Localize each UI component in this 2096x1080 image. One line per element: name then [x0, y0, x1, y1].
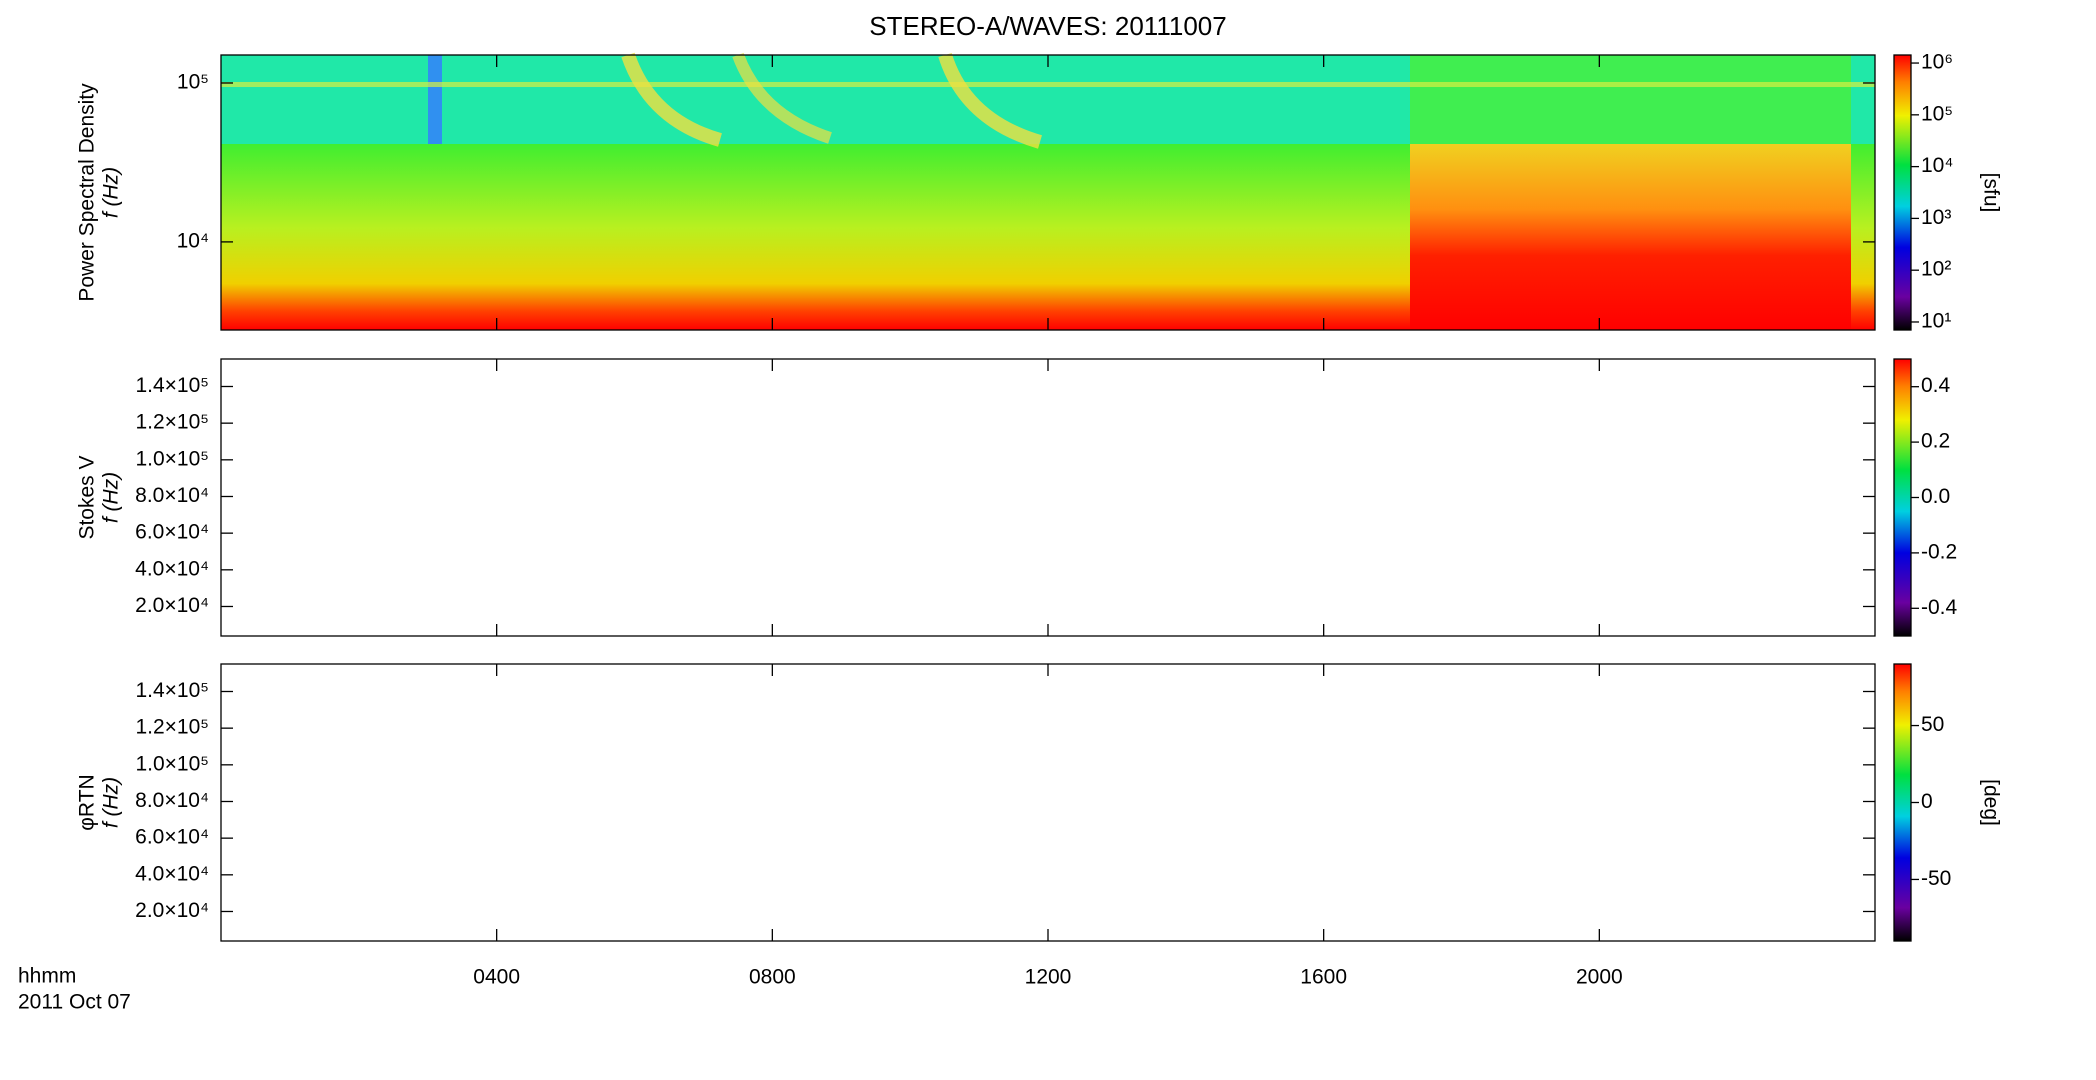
y-tick-label: 2.0×10⁴ [135, 899, 209, 922]
colorbar-tick-label: 10⁵ [1921, 102, 1953, 125]
y-axis-label: f (Hz) [100, 777, 123, 828]
colorbar [1893, 663, 1912, 942]
colorbar-tick-label: -50 [1921, 867, 1951, 890]
y-tick-label: 1.2×10⁵ [135, 716, 209, 739]
colorbar-tick-label: -0.2 [1921, 540, 1957, 563]
spectrogram [221, 52, 1875, 330]
y-axis-label: f (Hz) [100, 472, 123, 523]
y-tick-label: 1.2×10⁵ [135, 411, 209, 434]
date-label: 2011 Oct 07 [18, 991, 131, 1014]
colorbar-label: [deg] [1979, 779, 2002, 826]
colorbar-tick-label: 0.4 [1921, 374, 1951, 397]
y-axis-label: f (Hz) [100, 167, 123, 218]
colorbar-tick-label: 10⁴ [1921, 154, 1953, 177]
colorbar-tick-label: 0 [1921, 790, 1933, 813]
y-tick-label: 8.0×10⁴ [135, 789, 209, 812]
y-tick-label: 4.0×10⁴ [135, 862, 209, 885]
colorbar-tick-label: 0.2 [1921, 430, 1950, 453]
colorbar-tick-label: 0.0 [1921, 485, 1950, 508]
x-tick-label: 0800 [749, 966, 796, 989]
colorbar-tick-label: -0.4 [1921, 596, 1958, 619]
y-tick-label: 1.0×10⁵ [135, 752, 209, 775]
x-tick-label: 0400 [473, 966, 520, 989]
y-tick-label: 1.4×10⁵ [135, 679, 209, 702]
colorbar-label: [sfu] [1979, 173, 2002, 213]
y-axis-label: Stokes V [76, 455, 99, 539]
y-tick-label: 8.0×10⁴ [135, 484, 209, 507]
x-tick-label: 1200 [1025, 966, 1072, 989]
colorbar-tick-label: 50 [1921, 713, 1944, 736]
colorbar [1893, 54, 1912, 331]
colorbar-tick-label: 10³ [1921, 206, 1951, 229]
colorbar-tick-label: 10¹ [1921, 310, 1951, 333]
y-tick-label: 1.4×10⁵ [135, 374, 209, 397]
colorbar-tick-label: 10² [1921, 258, 1951, 281]
plot-frame [220, 358, 1876, 637]
y-tick-label: 1.0×10⁵ [135, 447, 209, 470]
x-axis-label: hhmm [18, 965, 76, 988]
x-tick-label: 2000 [1576, 966, 1623, 989]
y-axis-label: Power Spectral Density [76, 83, 99, 302]
x-tick-label: 1600 [1300, 966, 1347, 989]
plot-frame [220, 663, 1876, 942]
y-tick-label: 10⁴ [177, 229, 209, 252]
y-tick-label: 4.0×10⁴ [135, 557, 209, 580]
y-tick-label: 6.0×10⁴ [135, 826, 209, 849]
colorbar [1893, 358, 1912, 637]
chart-title: STEREO-A/WAVES: 20111007 [869, 11, 1226, 41]
y-tick-label: 6.0×10⁴ [135, 521, 209, 544]
colorbar-tick-label: 10⁶ [1921, 51, 1953, 74]
y-tick-label: 10⁵ [177, 71, 209, 94]
y-axis-label: φRTN [76, 774, 99, 830]
y-tick-label: 2.0×10⁴ [135, 594, 209, 617]
